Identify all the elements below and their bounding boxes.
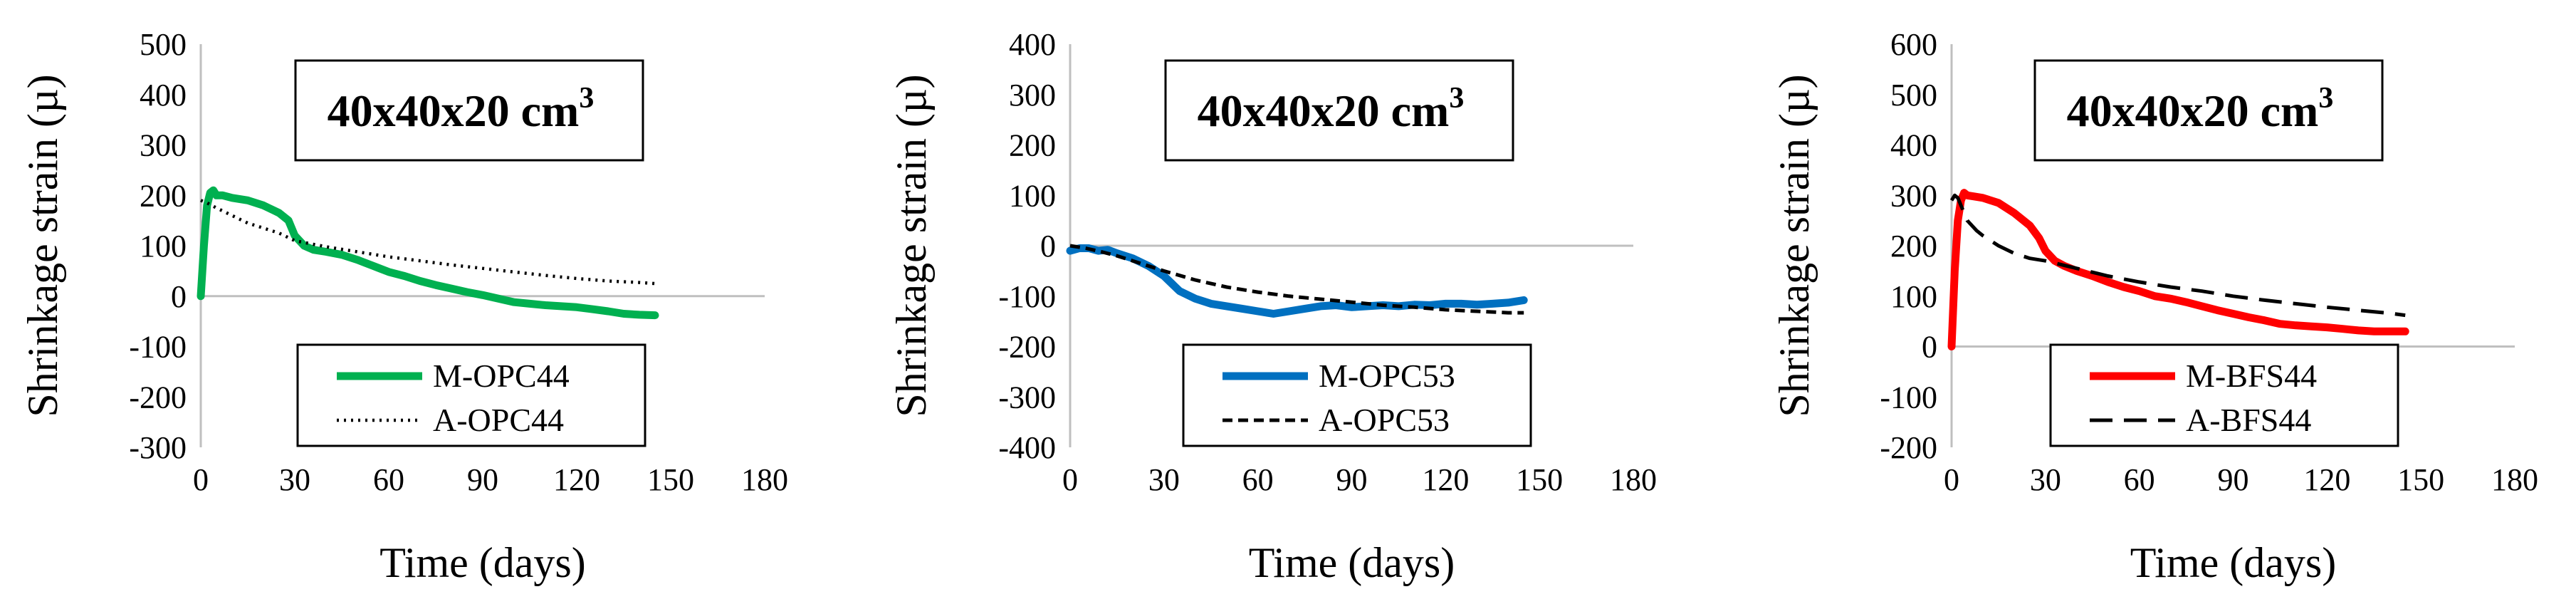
y-tick-label: 100 [1009, 178, 1056, 213]
y-tick-label: -100 [129, 330, 187, 365]
legend-label: M-OPC44 [433, 358, 570, 394]
x-tick-label: 90 [2218, 462, 2249, 497]
chart-title: 40x40x20 cm3 [1198, 82, 1465, 136]
x-tick-label: 120 [553, 462, 600, 497]
y-tick-label: -300 [998, 380, 1056, 415]
x-tick-label: 0 [193, 462, 209, 497]
y-tick-label: -300 [129, 430, 187, 465]
x-tick-label: 180 [741, 462, 788, 497]
x-tick-label: 150 [1516, 462, 1563, 497]
legend-box [2049, 343, 2399, 447]
x-tick-label: 120 [2303, 462, 2350, 497]
x-tick-label: 180 [1610, 462, 1657, 497]
y-tick-label: 200 [140, 178, 187, 213]
y-axis-title: Shrinkage strain (µ) [19, 74, 66, 417]
y-tick-label: 500 [1890, 78, 1937, 113]
legend-label: M-OPC53 [1319, 358, 1455, 394]
y-tick-label: -200 [1880, 430, 1937, 465]
x-tick-label: 30 [1148, 462, 1180, 497]
series-line-a-opc44 [200, 199, 656, 286]
x-tick-label: 90 [467, 462, 498, 497]
chart-title-main: 40x40x20 cm [328, 85, 580, 136]
x-tick-label: 0 [1944, 462, 1959, 497]
x-tick-label: 30 [2030, 462, 2061, 497]
x-tick-label: 0 [1062, 462, 1078, 497]
y-tick-label: -100 [998, 279, 1056, 314]
y-tick-label: 200 [1009, 128, 1056, 163]
x-tick-label: 60 [373, 462, 404, 497]
x-axis-title: Time (days) [1249, 539, 1455, 586]
x-axis-title: Time (days) [2130, 539, 2336, 586]
x-tick-label: 180 [2491, 462, 2538, 497]
x-tick-label: 60 [2124, 462, 2155, 497]
y-tick-label: 100 [1890, 279, 1937, 314]
legend-box [296, 343, 646, 447]
chart-title: 40x40x20 cm3 [328, 82, 595, 136]
chart-title-main: 40x40x20 cm [1198, 85, 1450, 136]
y-tick-label: 400 [140, 78, 187, 113]
legend-label: M-BFS44 [2186, 358, 2317, 394]
chart-panel-bfs44: -200 -100 0 100 200 300 400 500 600 0 30 60 90 120 150… [1771, 27, 2538, 586]
y-tick-label: 200 [1890, 229, 1937, 264]
y-tick-label: 300 [1890, 178, 1937, 213]
x-tick-label: 30 [279, 462, 310, 497]
y-tick-label: 0 [1922, 330, 1937, 365]
x-tick-label: 150 [647, 462, 694, 497]
series-line-a-bfs44 [1949, 193, 2406, 318]
chart-panel-opc44: -300 -200 -100 0 100 200 300 400 500 0 30 60 90 120 15… [19, 27, 788, 586]
series-line-a-opc53 [1069, 244, 1524, 315]
y-tick-label: -100 [1880, 380, 1937, 415]
y-tick-label: 400 [1009, 27, 1056, 62]
series-line-m-bfs44 [1947, 189, 2409, 350]
chart-title-superscript: 3 [579, 82, 594, 115]
y-tick-label: -400 [998, 430, 1056, 465]
y-axis-title: Shrinkage strain (µ) [888, 74, 935, 417]
chart-title-superscript: 3 [2318, 82, 2333, 115]
x-tick-label: 150 [2397, 462, 2444, 497]
series-line-m-opc44 [197, 186, 659, 320]
y-tick-label: 0 [171, 279, 187, 314]
chart-title-main: 40x40x20 cm [2067, 85, 2319, 136]
chart-panel-opc53: -400 -300 -200 -100 0 100 200 300 400 0 30 60 90 120 1… [888, 27, 1657, 586]
legend-label: A-OPC53 [1319, 402, 1450, 438]
chart-title-superscript: 3 [1449, 82, 1464, 115]
legend-box [1182, 343, 1532, 447]
legend-label: A-OPC44 [433, 402, 564, 438]
y-tick-label: -200 [998, 330, 1056, 365]
y-axis-title: Shrinkage strain (µ) [1771, 74, 1818, 417]
chart-title-box [294, 59, 644, 162]
y-tick-label: 0 [1040, 229, 1056, 264]
y-tick-label: -200 [129, 380, 187, 415]
y-tick-label: 600 [1890, 27, 1937, 62]
x-axis-title: Time (days) [379, 539, 585, 586]
chart-title-box [1164, 59, 1514, 162]
legend-label: A-BFS44 [2186, 402, 2311, 438]
y-tick-label: 300 [140, 128, 187, 163]
chart-title: 40x40x20 cm3 [2067, 82, 2334, 136]
y-tick-label: 400 [1890, 128, 1937, 163]
y-tick-label: 300 [1009, 78, 1056, 113]
chart-title-box [2033, 59, 2384, 162]
x-tick-label: 60 [1242, 462, 1274, 497]
y-tick-label: 500 [140, 27, 187, 62]
y-tick-label: 100 [140, 229, 187, 264]
x-tick-label: 90 [1336, 462, 1368, 497]
series-line-m-opc53 [1066, 244, 1528, 318]
x-tick-label: 120 [1422, 462, 1469, 497]
